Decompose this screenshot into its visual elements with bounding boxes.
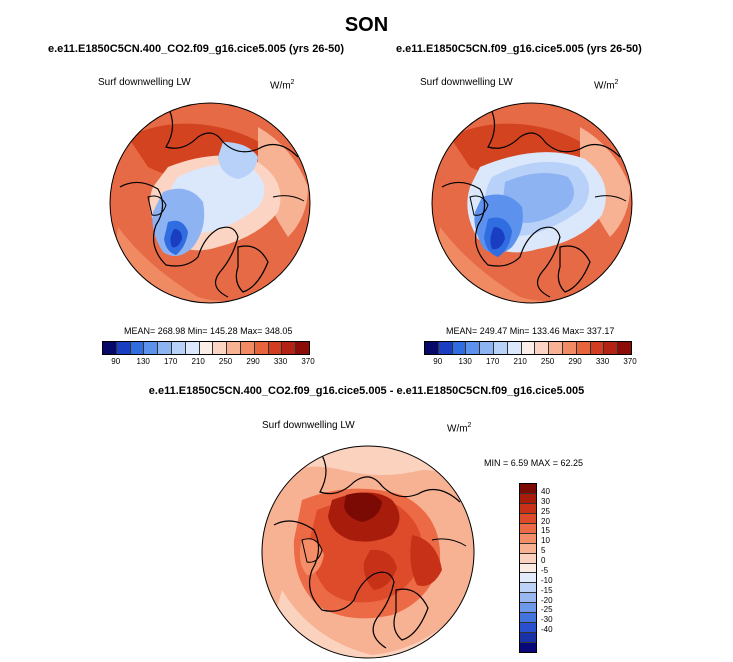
- colorbar-swatch: [520, 553, 536, 564]
- difference-polar-map: [261, 445, 475, 659]
- colorbar-tick-label: 210: [191, 357, 205, 366]
- colorbar-tick-label: 10: [541, 536, 550, 546]
- colorbar-swatch: [520, 593, 536, 604]
- colorbar-swatch: [549, 342, 563, 354]
- colorbar-tick-label: 250: [218, 357, 233, 366]
- colorbar-tick-label: -40: [541, 625, 553, 635]
- colorbar-swatch: [103, 342, 117, 354]
- colorbar-swatch: [576, 342, 591, 354]
- panel1-case-title: e.e11.E1850C5CN.400_CO2.f09_g16.cice5.00…: [48, 43, 344, 55]
- colorbar-tick-label: 370: [301, 357, 315, 366]
- colorbar-swatch: [480, 342, 494, 354]
- colorbar-swatch: [520, 603, 536, 614]
- colorbar-tick-label: -5: [541, 565, 549, 575]
- panel2-colorbar: [424, 341, 632, 355]
- colorbar-tick-label: -30: [541, 615, 553, 625]
- colorbar-tick-label: 5: [541, 546, 546, 556]
- colorbar-swatch: [425, 342, 439, 354]
- colorbar-tick-label: 290: [568, 357, 582, 366]
- colorbar-swatch: [520, 503, 536, 514]
- colorbar-tick-label: -15: [541, 585, 553, 595]
- colorbar-swatch: [604, 342, 619, 354]
- panel2-variable-label: Surf downwelling LW: [420, 77, 513, 88]
- colorbar-swatch: [520, 583, 536, 594]
- colorbar-swatch: [452, 342, 467, 354]
- colorbar-swatch: [520, 643, 536, 652]
- colorbar-tick-label: -20: [541, 595, 553, 605]
- difference-stats: MIN = 6.59 MAX = 62.25: [484, 458, 584, 468]
- colorbar-tick-label: -25: [541, 605, 553, 615]
- difference-title: e.e11.E1850C5CN.400_CO2.f09_g16.cice5.00…: [148, 385, 585, 397]
- colorbar-swatch: [254, 342, 269, 354]
- colorbar-swatch: [116, 342, 131, 354]
- colorbar-swatch: [520, 573, 536, 584]
- colorbar-swatch: [520, 493, 536, 504]
- colorbar-tick-label: 370: [623, 357, 637, 366]
- colorbar-swatch: [535, 342, 550, 354]
- colorbar-tick-label: 90: [111, 357, 121, 366]
- colorbar-swatch: [171, 342, 186, 354]
- colorbar-tick-label: 0: [541, 556, 546, 566]
- colorbar-swatch: [521, 342, 536, 354]
- colorbar-swatch: [185, 342, 200, 354]
- panel2-units: W/m2: [594, 79, 619, 92]
- panel2-case-title: e.e11.E1850C5CN.f09_g16.cice5.005 (yrs 2…: [396, 43, 642, 55]
- panel1-colorbar: [102, 341, 310, 355]
- colorbar-tick-label: 290: [246, 357, 260, 366]
- colorbar-swatch: [590, 342, 605, 354]
- colorbar-swatch: [213, 342, 228, 354]
- difference-colorbar: [519, 483, 537, 653]
- colorbar-swatch: [520, 563, 536, 574]
- panel2-polar-map: [431, 102, 633, 304]
- colorbar-swatch: [158, 342, 172, 354]
- colorbar-tick-label: 90: [433, 357, 443, 366]
- colorbar-swatch: [240, 342, 255, 354]
- colorbar-swatch: [227, 342, 241, 354]
- colorbar-tick-label: 15: [541, 526, 550, 536]
- panel1-units: W/m2: [270, 79, 295, 92]
- colorbar-swatch: [520, 513, 536, 524]
- panel2-stats: MEAN= 249.47 Min= 133.46 Max= 337.17: [446, 326, 615, 336]
- colorbar-tick-label: 170: [163, 357, 178, 366]
- colorbar-swatch: [493, 342, 508, 354]
- colorbar-swatch: [520, 484, 536, 494]
- panel1-polar-map: [109, 102, 311, 304]
- colorbar-tick-label: 130: [136, 357, 150, 366]
- colorbar-swatch: [268, 342, 283, 354]
- colorbar-tick-label: 25: [541, 506, 550, 516]
- panel1-stats: MEAN= 268.98 Min= 145.28 Max= 348.05: [124, 326, 293, 336]
- colorbar-swatch: [520, 613, 536, 624]
- colorbar-swatch: [618, 342, 631, 354]
- colorbar-tick-label: 330: [595, 357, 610, 366]
- figure-title: SON: [344, 14, 389, 36]
- colorbar-tick-label: 210: [513, 357, 527, 366]
- colorbar-swatch: [466, 342, 481, 354]
- colorbar-swatch: [520, 633, 536, 643]
- colorbar-swatch: [520, 533, 536, 544]
- colorbar-tick-label: 170: [485, 357, 500, 366]
- panel1-variable-label: Surf downwelling LW: [98, 77, 191, 88]
- colorbar-tick-label: 20: [541, 516, 550, 526]
- colorbar-tick-label: 130: [458, 357, 472, 366]
- colorbar-tick-label: 30: [541, 496, 550, 506]
- colorbar-tick-label: 330: [273, 357, 288, 366]
- colorbar-swatch: [144, 342, 159, 354]
- difference-variable-label: Surf downwelling LW: [262, 420, 355, 431]
- colorbar-swatch: [520, 543, 536, 554]
- colorbar-swatch: [520, 523, 536, 534]
- colorbar-swatch: [282, 342, 297, 354]
- colorbar-swatch: [562, 342, 577, 354]
- colorbar-swatch: [438, 342, 453, 354]
- colorbar-swatch: [199, 342, 214, 354]
- colorbar-swatch: [296, 342, 309, 354]
- difference-units: W/m2: [447, 422, 472, 435]
- colorbar-swatch: [130, 342, 145, 354]
- colorbar-swatch: [520, 623, 536, 634]
- colorbar-tick-label: 250: [540, 357, 555, 366]
- colorbar-tick-label: -10: [541, 575, 553, 585]
- colorbar-swatch: [507, 342, 522, 354]
- colorbar-tick-label: 40: [541, 486, 550, 496]
